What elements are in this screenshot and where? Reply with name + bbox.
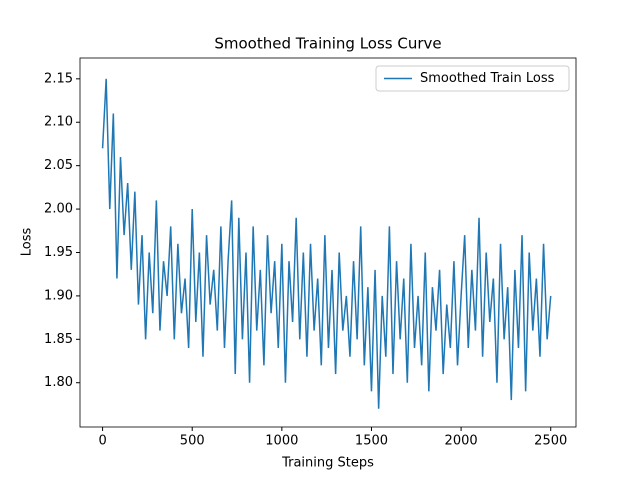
y-tick-label: 1.85	[44, 332, 73, 347]
chart-title: Smoothed Training Loss Curve	[214, 35, 441, 53]
x-tick-label: 2000	[445, 434, 478, 449]
x-tick-label: 1500	[355, 434, 388, 449]
y-tick-label: 1.80	[44, 375, 73, 390]
x-tick-label: 2500	[534, 434, 567, 449]
legend-box	[375, 65, 570, 92]
y-tick-label: 2.10	[44, 115, 73, 130]
y-tick-label: 2.15	[44, 71, 73, 86]
plot-frame	[79, 57, 577, 428]
x-tick-label: 0	[98, 434, 106, 449]
y-tick-label: 1.90	[44, 288, 73, 303]
legend-label: Smoothed Train Loss	[420, 71, 555, 86]
line-series	[101, 78, 552, 409]
y-tick-label: 2.05	[44, 158, 73, 173]
x-axis-label: Training Steps	[281, 456, 374, 471]
x-tick-label: 1000	[265, 434, 298, 449]
y-tick-label: 1.95	[44, 245, 73, 260]
x-tick-label: 500	[180, 434, 205, 449]
y-axis-label: Loss	[20, 228, 35, 257]
y-tick-label: 2.00	[44, 202, 73, 217]
